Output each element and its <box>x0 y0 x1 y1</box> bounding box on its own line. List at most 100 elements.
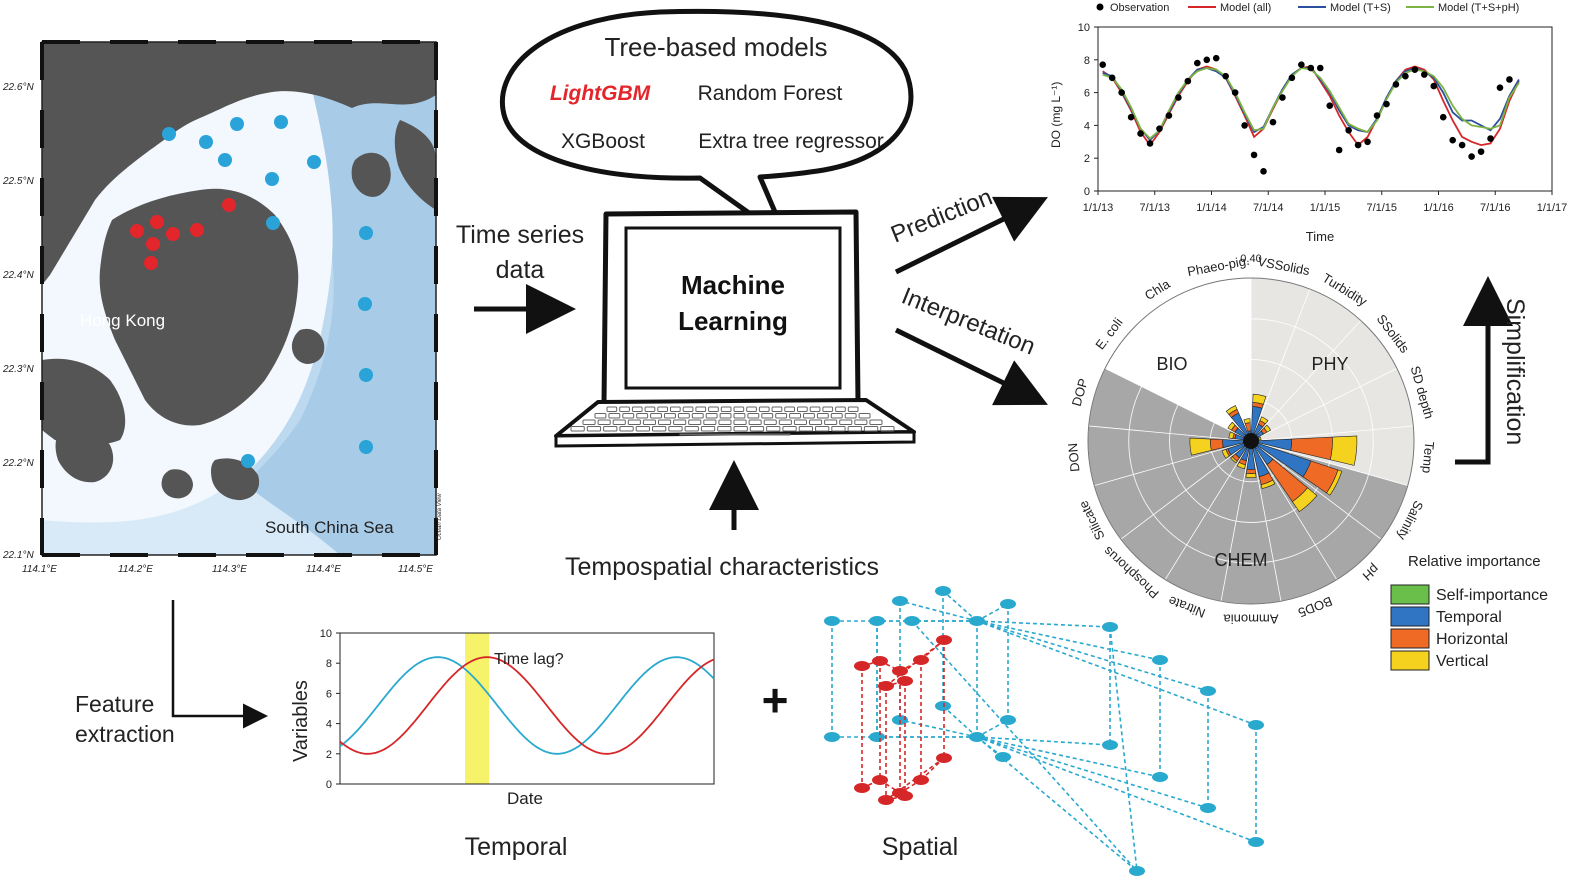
keyboard-key <box>835 406 846 412</box>
lon-label: 114.3°E <box>212 564 247 575</box>
network-edge <box>942 705 978 738</box>
do-ytick-label: 10 <box>1078 22 1090 34</box>
do-observation-point <box>1477 148 1485 155</box>
keyboard-key <box>775 413 788 419</box>
keyboard-key <box>797 406 808 412</box>
polar-legend-title: Relative importance <box>1408 553 1541 570</box>
legend-label: Model (T+S+pH) <box>1438 2 1519 14</box>
keyboard-key <box>869 419 883 425</box>
keyboard-key <box>863 426 879 432</box>
polar-legend-label: Self-importance <box>1436 587 1548 604</box>
temporal-lag-chart: 0 2 4 6 8 10 <box>320 628 715 791</box>
do-observation-point <box>1335 146 1343 154</box>
model-lightgbm: LightGBM <box>550 82 651 105</box>
polar-bar-segment <box>1243 418 1251 425</box>
keyboard-key <box>880 426 895 432</box>
keyboard-key <box>733 413 746 419</box>
model-bubble <box>499 8 914 243</box>
laptop-learning: Learning <box>678 306 788 336</box>
keyboard-key <box>758 406 770 412</box>
keyboard-key <box>627 419 641 425</box>
do-observation-point <box>1099 61 1107 69</box>
keyboard-key <box>597 419 611 425</box>
keyboard-key <box>747 413 760 419</box>
keyboard-key <box>594 413 607 419</box>
network-node <box>869 732 885 742</box>
keyboard-key <box>622 413 635 419</box>
network-node <box>936 753 952 763</box>
hong-kong-map <box>40 40 438 557</box>
do-observation-point <box>1345 127 1352 134</box>
lag-ytick-label: 8 <box>326 658 332 670</box>
network-node <box>1102 740 1118 750</box>
keyboard-key <box>700 426 716 432</box>
polar-grid-spoke <box>1250 367 1398 442</box>
keyboard-key <box>822 406 834 412</box>
keyboard-key <box>657 406 668 412</box>
do-observation-point <box>1364 138 1371 146</box>
polar-grid-spoke <box>1220 440 1252 602</box>
keyboard-key <box>658 419 672 425</box>
do-observation-point <box>1506 76 1513 83</box>
network-node <box>969 732 985 742</box>
polar-group-sector <box>1088 368 1408 604</box>
do-xlabel: Time <box>1306 229 1334 244</box>
network-node <box>1000 599 1016 609</box>
keyboard-key <box>778 419 792 425</box>
keyboard-key <box>748 419 762 425</box>
do-xtick-label: 7/1/13 <box>1139 202 1170 214</box>
lag-annotation: Time lag? <box>494 651 564 668</box>
do-observation-point <box>1373 112 1381 119</box>
polar-category-label: VSSolids <box>1256 254 1311 279</box>
do-ytick-label: 2 <box>1084 153 1090 165</box>
do-observation-point <box>1127 113 1135 121</box>
do-xtick-label: 7/1/15 <box>1366 202 1397 214</box>
network-node <box>1152 655 1168 665</box>
network-node <box>824 616 840 626</box>
network-node <box>935 701 951 711</box>
model-xgboost: XGBoost <box>561 130 645 153</box>
keyboard-key <box>608 413 621 419</box>
legend-label: Model (T+S) <box>1330 2 1391 14</box>
keyboard-key <box>830 413 843 419</box>
lag-series-line <box>339 656 715 755</box>
lat-label: 22.1°N <box>2 550 34 561</box>
keyboard-key <box>644 406 656 412</box>
do-observation-point <box>1156 125 1163 132</box>
network-edge <box>976 736 1161 778</box>
legend-marker <box>1096 3 1104 11</box>
network-node <box>1248 720 1264 730</box>
station-dot-outer <box>359 368 373 382</box>
do-observation-point <box>1184 77 1192 85</box>
polar-bar-segment <box>1259 416 1269 425</box>
polar-category-label: Chla <box>1142 276 1173 303</box>
lon-label: 114.1°E <box>22 564 57 575</box>
station-dot-inner <box>190 223 204 237</box>
caption-spatial: Spatial <box>882 833 958 861</box>
legend-label: Observation <box>1110 2 1169 14</box>
spacebar <box>679 433 791 436</box>
network-edge <box>976 736 1209 809</box>
do-observation-point <box>1430 82 1438 90</box>
do-xtick-label: 7/1/14 <box>1253 202 1284 214</box>
polar-group-chem: CHEM <box>1215 550 1268 570</box>
lag-ytick-label: 0 <box>326 779 332 791</box>
network-node <box>869 616 885 626</box>
polar-legend-swatch <box>1390 650 1430 671</box>
polar-grid-spoke <box>1250 425 1414 442</box>
polar-grid-spoke <box>1164 440 1252 580</box>
keyboard-key <box>782 426 797 432</box>
polar-bar-segment <box>1230 456 1238 464</box>
keyboard-key <box>793 419 808 425</box>
polar-legend-swatch <box>1390 584 1430 605</box>
station-dot-inner <box>146 237 160 251</box>
network-node <box>1200 803 1216 813</box>
keyboard-key <box>668 426 683 432</box>
network-edge <box>976 736 1257 843</box>
keyboard-key <box>763 419 777 425</box>
keyboard-key <box>847 426 862 432</box>
polar-bar-segment <box>1260 479 1276 489</box>
do-observation-point <box>1354 141 1362 149</box>
polar-bar-segment <box>1258 436 1262 441</box>
